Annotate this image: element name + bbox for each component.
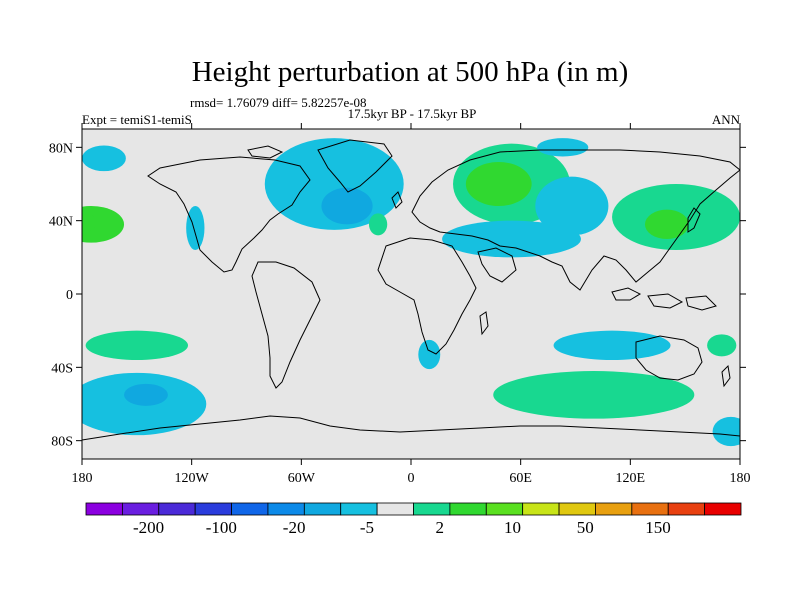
- x-tick-label: 60W: [288, 471, 316, 486]
- chart-title: Height perturbation at 500 hPa (in m): [192, 56, 629, 88]
- colorbar-swatch: [704, 502, 742, 516]
- anomaly-region: [712, 416, 740, 447]
- colorbar-label: 10: [504, 518, 521, 537]
- anomaly-region: [644, 209, 689, 239]
- map-plot-area: [81, 128, 741, 460]
- colorbar-swatch: [558, 502, 596, 516]
- anomaly-region: [418, 339, 441, 370]
- colorbar-swatch: [121, 502, 160, 516]
- colorbar-label: -20: [283, 518, 306, 537]
- colorbar-swatch: [413, 502, 451, 516]
- anomaly-region: [82, 213, 97, 232]
- colorbar-label: 50: [577, 518, 594, 537]
- x-tick-label: 0: [408, 471, 415, 486]
- colorbar-swatch: [85, 502, 123, 516]
- colorbar-swatch: [231, 502, 269, 516]
- period-label: 17.5kyr BP - 17.5kyr BP: [348, 106, 477, 121]
- anomaly-region: [186, 206, 205, 250]
- colorbar-label: -200: [133, 518, 164, 537]
- anomaly-region: [85, 330, 189, 361]
- anomaly-region: [707, 334, 737, 357]
- anomaly-region: [82, 145, 126, 172]
- x-tick-label: 180: [730, 471, 751, 486]
- stats-label: rmsd= 1.76079 diff= 5.82257e-08: [190, 95, 367, 110]
- colorbar: -200 -100 -20 -5 2 10 50 150: [85, 502, 742, 537]
- anomaly-region: [493, 371, 695, 419]
- coastlines: [82, 139, 740, 459]
- anomaly-region: [537, 138, 589, 157]
- colorbar-swatch: [667, 502, 706, 516]
- colorbar-swatch: [522, 502, 560, 516]
- anomaly-region: [535, 176, 609, 236]
- colorbar-swatch: [449, 502, 487, 516]
- y-tick-label: 0: [66, 288, 73, 303]
- colorbar-label: 150: [645, 518, 671, 537]
- colorbar-swatch: [303, 502, 342, 516]
- x-tick-label: 180: [72, 471, 93, 486]
- anomaly-region: [82, 206, 125, 243]
- colorbar-swatch: [267, 502, 305, 516]
- colorbar-swatch: [158, 502, 196, 516]
- y-tick-label: 80S: [51, 435, 73, 450]
- anomaly-region: [465, 162, 532, 206]
- colorbar-label: 2: [435, 518, 444, 537]
- y-tick-label: 80N: [49, 141, 73, 156]
- colorbar-swatch: [340, 502, 378, 516]
- anomaly-region: [368, 213, 388, 236]
- x-tick-label: 120W: [175, 471, 210, 486]
- colorbar-swatch: [194, 502, 232, 516]
- colorbar-swatch: [376, 502, 414, 516]
- x-tick-label: 60E: [509, 471, 532, 486]
- experiment-label: Expt = temiS1-temiS: [82, 112, 192, 127]
- axis-ticks: 180 120W 60W 0 60E 120E 180 80N 40N 0 40S 80S: [49, 123, 751, 486]
- colorbar-swatch: [595, 502, 633, 516]
- season-label: ANN: [712, 112, 741, 127]
- anomaly-region: [442, 220, 581, 258]
- y-tick-label: 40N: [49, 215, 73, 230]
- colorbar-label: -5: [360, 518, 374, 537]
- colorbar-swatch: [485, 502, 524, 516]
- y-tick-label: 40S: [51, 361, 73, 376]
- anomaly-region: [553, 330, 671, 361]
- anomaly-region: [321, 187, 373, 225]
- anomaly-contours: [82, 138, 740, 447]
- anomaly-region: [124, 383, 168, 406]
- colorbar-label: -100: [206, 518, 237, 537]
- x-tick-label: 120E: [616, 471, 646, 486]
- colorbar-swatch: [631, 502, 669, 516]
